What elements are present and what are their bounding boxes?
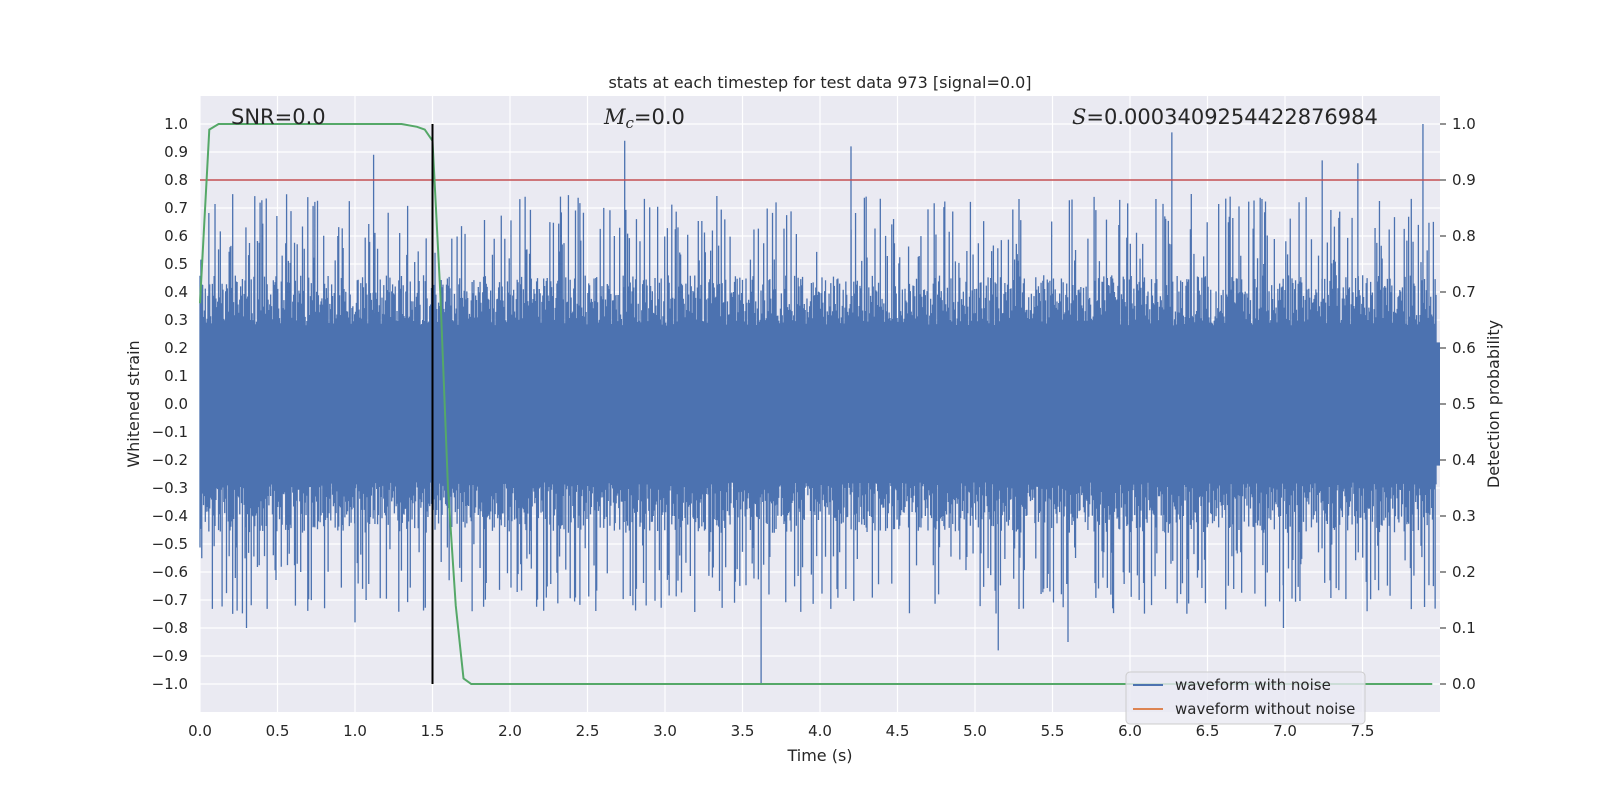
y-tick-labels: 1.0 0.9 0.8 0.7 0.6 0.5 0.4 0.3 0.2 0.1 0.0 −0.1 −0.… bbox=[152, 115, 188, 693]
x-tick-label: 6.0 bbox=[1118, 722, 1142, 740]
y-tick-label: −0.8 bbox=[152, 619, 188, 637]
y-tick-label: 0.7 bbox=[164, 199, 188, 217]
x-tick-label: 5.5 bbox=[1041, 722, 1065, 740]
y-tick-label: 0.1 bbox=[164, 367, 188, 385]
y2-tick-label: 0.6 bbox=[1452, 339, 1476, 357]
x-tick-label: 0.0 bbox=[188, 722, 212, 740]
snr-annotation: SNR=0.0 bbox=[231, 105, 326, 129]
s-annotation: S=0.0003409254422876984 bbox=[1072, 105, 1378, 129]
s-value: =0.0003409254422876984 bbox=[1086, 105, 1378, 129]
y-tick-label: −1.0 bbox=[152, 675, 188, 693]
y-tick-label: −0.5 bbox=[152, 535, 188, 553]
chirp-mass-symbol: M bbox=[603, 105, 626, 129]
x-tick-label: 2.0 bbox=[498, 722, 522, 740]
y-tick-label: −0.9 bbox=[152, 647, 188, 665]
x-tick-label: 4.0 bbox=[808, 722, 832, 740]
x-tick-labels: 0.0 0.5 1.0 1.5 2.0 2.5 3.0 3.5 4.0 4.5 5.0 5.5 6.0 6… bbox=[188, 722, 1374, 740]
x-tick-label: 2.5 bbox=[576, 722, 600, 740]
y2-axis-label: Detection probability bbox=[1484, 320, 1503, 488]
y-tick-label: 0.3 bbox=[164, 311, 188, 329]
y-tick-label: −0.6 bbox=[152, 563, 188, 581]
y-tick-label: 0.6 bbox=[164, 227, 188, 245]
y2-tick-label: 0.7 bbox=[1452, 283, 1476, 301]
x-tick-label: 5.0 bbox=[963, 722, 987, 740]
y-tick-label: 0.2 bbox=[164, 339, 188, 357]
y-tick-label: 0.9 bbox=[164, 143, 188, 161]
x-tick-label: 0.5 bbox=[266, 722, 290, 740]
x-tick-label: 1.5 bbox=[421, 722, 445, 740]
y2-tick-label: 0.2 bbox=[1452, 563, 1476, 581]
x-tick-label: 1.0 bbox=[343, 722, 367, 740]
noise-series bbox=[199, 124, 1440, 684]
x-axis-label: Time (s) bbox=[786, 746, 852, 765]
y2-tick-labels: 1.0 0.9 0.8 0.7 0.6 0.5 0.4 0.3 0.2 0.1 0.0 bbox=[1440, 115, 1476, 693]
x-tick-label: 7.0 bbox=[1273, 722, 1297, 740]
y-tick-label: 0.5 bbox=[164, 255, 188, 273]
chirp-mass-annotation: Mc=0.0 bbox=[603, 105, 685, 132]
x-tick-label: 3.0 bbox=[653, 722, 677, 740]
x-tick-label: 3.5 bbox=[731, 722, 755, 740]
y-tick-label: 0.4 bbox=[164, 283, 188, 301]
chirp-mass-subscript: c bbox=[626, 114, 635, 132]
y2-tick-label: 0.8 bbox=[1452, 227, 1476, 245]
y-tick-label: −0.1 bbox=[152, 423, 188, 441]
chart-title: stats at each timestep for test data 973… bbox=[608, 73, 1031, 92]
x-tick-label: 4.5 bbox=[886, 722, 910, 740]
detection-probability-line bbox=[199, 123, 1433, 685]
chirp-mass-value: =0.0 bbox=[634, 105, 685, 129]
y2-tick-label: 0.0 bbox=[1452, 675, 1476, 693]
y2-tick-label: 0.4 bbox=[1452, 451, 1476, 469]
legend-label-clean: waveform without noise bbox=[1175, 700, 1355, 718]
x-tick-label: 7.5 bbox=[1351, 722, 1375, 740]
y-tick-label: 1.0 bbox=[164, 115, 188, 133]
y2-tick-label: 0.3 bbox=[1452, 507, 1476, 525]
y-tick-label: −0.7 bbox=[152, 591, 188, 609]
legend: waveform with noise waveform without noi… bbox=[1125, 671, 1366, 725]
detection-probability-series bbox=[199, 123, 1433, 685]
legend-label-noise: waveform with noise bbox=[1175, 676, 1331, 694]
y2-tick-label: 1.0 bbox=[1452, 115, 1476, 133]
y-axis-label: Whitened strain bbox=[124, 340, 143, 467]
x-tick-label: 6.5 bbox=[1196, 722, 1220, 740]
s-symbol: S bbox=[1072, 105, 1086, 129]
noise-core-band bbox=[200, 342, 1440, 466]
y-tick-label: −0.3 bbox=[152, 479, 188, 497]
y-tick-label: 0.0 bbox=[164, 395, 188, 413]
y2-tick-label: 0.5 bbox=[1452, 395, 1476, 413]
y-tick-label: −0.2 bbox=[152, 451, 188, 469]
y-tick-label: −0.4 bbox=[152, 507, 188, 525]
y2-tick-label: 0.1 bbox=[1452, 619, 1476, 637]
y-tick-label: 0.8 bbox=[164, 171, 188, 189]
y2-tick-label: 0.9 bbox=[1452, 171, 1476, 189]
legend-box bbox=[1125, 671, 1366, 725]
